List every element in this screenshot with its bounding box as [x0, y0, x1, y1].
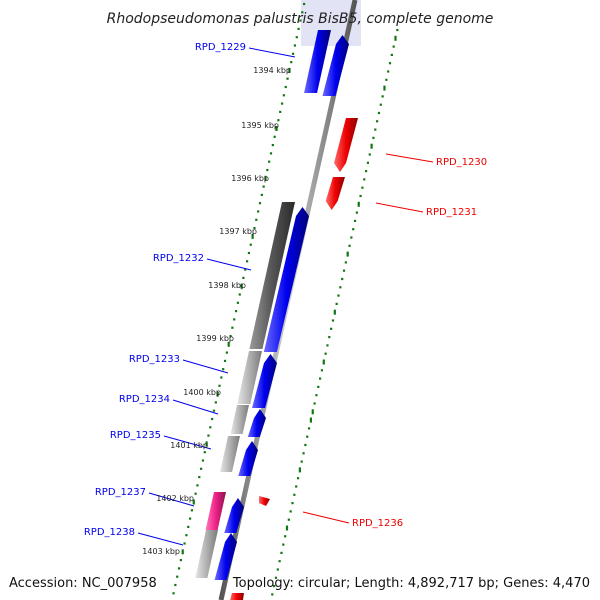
kbp-label: 1397 kbp [219, 227, 257, 236]
gene-label-leader [375, 202, 424, 213]
kbp-label: 1396 kbp [231, 174, 269, 183]
forward-gene-arrow [224, 498, 244, 533]
forward-gene-arrow [322, 35, 349, 96]
gene-label-leader [137, 532, 184, 546]
forward-gene-arrow [252, 354, 277, 408]
reverse-gene-arrow [334, 118, 358, 172]
gene-label-leader [385, 153, 434, 163]
gene-label: RPD_1238 [84, 527, 135, 538]
kbp-label: 1401 kbp [170, 441, 208, 450]
gene-labels: 1394 kbp 1395 kbp 1396 kbp 1397 kbp 1398 kbp… [84, 42, 487, 556]
gene-label-leader [302, 511, 350, 524]
other-gene-bar [195, 530, 218, 578]
forward-gene-arrow [304, 30, 331, 93]
pseudo-gene-bar [249, 202, 295, 349]
highlight-gene-bar [205, 492, 226, 530]
gene-label: RPD_1229 [195, 42, 246, 53]
kbp-label: 1400 kbp [183, 388, 221, 397]
other-gene-bar [220, 436, 240, 472]
gene-label: RPD_1234 [119, 394, 170, 405]
gene-label-leader [206, 258, 252, 271]
genome-summary-text: Topology: circular; Length: 4,892,717 bp… [232, 576, 590, 591]
map-title: Rhodopseudomonas palustris BisB5, comple… [107, 11, 494, 27]
kbp-label: 1402 kbp [156, 494, 194, 503]
label-leaders [137, 47, 434, 546]
kbp-label: 1394 kbp [253, 66, 291, 75]
forward-gene-arrow [247, 409, 266, 437]
reverse-gene-arrow [230, 593, 244, 600]
forward-gene-arrow [238, 441, 258, 476]
gene-arrows [195, 30, 358, 600]
forward-gene-arrow [214, 533, 237, 580]
gene-label-leader [148, 492, 195, 507]
gene-label: RPD_1235 [110, 430, 161, 441]
gene-label: RPD_1233 [129, 354, 180, 365]
gene-label: RPD_1237 [95, 487, 146, 498]
other-gene-bar [237, 351, 262, 404]
reverse-gene-arrow [259, 496, 270, 506]
gene-label: RPD_1230 [436, 157, 487, 168]
kbp-label: 1395 kbp [241, 121, 279, 130]
tick-marks [172, 2, 399, 596]
forward-gene-arrow [263, 207, 309, 352]
gene-label-leader [172, 399, 219, 415]
kbp-label: 1398 kbp [208, 281, 246, 290]
other-gene-bar [230, 405, 249, 434]
reverse-gene-arrow [325, 177, 345, 210]
gene-label: RPD_1232 [153, 253, 204, 264]
gene-label: RPD_1236 [352, 518, 403, 529]
kbp-label: 1399 kbp [196, 334, 234, 343]
kbp-label: 1403 kbp [142, 547, 180, 556]
gene-label: RPD_1231 [426, 207, 477, 218]
gene-label-leader [163, 435, 212, 450]
gene-label-leader [182, 359, 229, 374]
accession-text: Accession: NC_007958 [9, 576, 157, 591]
gene-label-leader [248, 47, 296, 58]
